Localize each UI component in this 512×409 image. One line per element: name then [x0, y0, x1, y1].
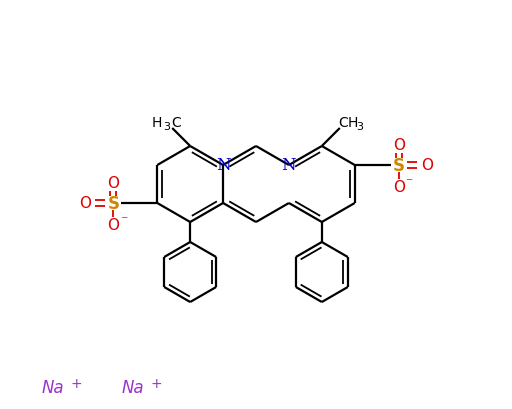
Text: ⁻: ⁻ — [120, 213, 127, 227]
Text: Na: Na — [122, 378, 144, 396]
Text: +: + — [150, 376, 162, 390]
Text: C: C — [171, 116, 181, 130]
Text: ⁻: ⁻ — [405, 175, 412, 189]
Text: 3: 3 — [163, 122, 170, 132]
Text: S: S — [108, 195, 119, 213]
Text: C: C — [338, 116, 348, 130]
Text: O: O — [393, 180, 404, 195]
Text: 3: 3 — [356, 122, 363, 132]
Text: O: O — [79, 196, 91, 211]
Text: S: S — [393, 157, 404, 175]
Text: O: O — [108, 218, 119, 233]
Text: H: H — [152, 116, 162, 130]
Text: H: H — [348, 116, 358, 130]
Text: Na: Na — [42, 378, 65, 396]
Text: N: N — [216, 157, 230, 174]
Text: O: O — [421, 158, 433, 173]
Text: O: O — [108, 176, 119, 191]
Text: N: N — [282, 157, 296, 174]
Text: O: O — [393, 138, 404, 153]
Text: +: + — [70, 376, 81, 390]
